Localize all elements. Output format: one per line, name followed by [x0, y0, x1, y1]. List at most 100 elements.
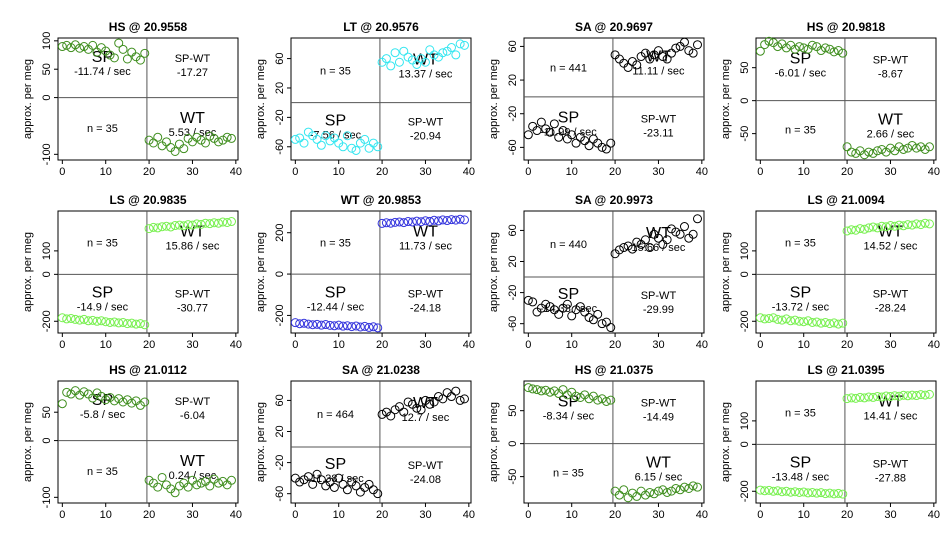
- data-point: [890, 391, 900, 401]
- data-point: [601, 317, 611, 327]
- data-point: [347, 322, 357, 332]
- data-point: [325, 320, 335, 330]
- data-point: [881, 391, 891, 401]
- data-point: [351, 481, 361, 491]
- data-point: [755, 313, 765, 323]
- y-tick-label: -200: [41, 310, 53, 332]
- x-tick-label: 30: [652, 339, 664, 351]
- data-point: [684, 483, 694, 493]
- plot-frame: [57, 380, 239, 504]
- x-tick-label: 0: [757, 509, 763, 521]
- y-axis-label: approx. per meg: [22, 402, 34, 482]
- data-point: [403, 217, 413, 227]
- data-point: [820, 317, 830, 327]
- x-tick-label: 0: [292, 339, 298, 351]
- data-point: [420, 216, 430, 226]
- sp-label: SP: [325, 456, 346, 473]
- data-point: [773, 486, 783, 496]
- wt-label: WT: [646, 454, 671, 471]
- data-point: [308, 479, 318, 489]
- data-point: [640, 490, 650, 500]
- data-point: [777, 487, 787, 497]
- data-point: [127, 47, 137, 57]
- data-point: [351, 145, 361, 155]
- data-point: [868, 392, 878, 402]
- data-point: [394, 217, 404, 227]
- data-point: [649, 489, 659, 499]
- y-tick-label: 20: [274, 82, 286, 94]
- data-point: [455, 214, 465, 224]
- spwt-value: -30.77: [177, 303, 208, 315]
- data-point: [554, 132, 564, 142]
- panel-title: LS @ 20.9835: [109, 193, 186, 207]
- data-point: [898, 221, 908, 231]
- plot-frame: [290, 380, 472, 504]
- data-point: [127, 398, 137, 408]
- data-point: [433, 392, 443, 402]
- data-point: [846, 225, 856, 235]
- x-tick-label: 10: [798, 509, 810, 521]
- y-tick-label: 20: [507, 74, 519, 86]
- data-point: [838, 48, 848, 58]
- x-tick-label: 0: [525, 509, 531, 521]
- data-point: [196, 478, 206, 488]
- y-tick-label: 60: [507, 40, 519, 52]
- data-point: [399, 218, 409, 228]
- data-point: [425, 399, 435, 409]
- y-axis-label: approx. per meg: [488, 59, 500, 139]
- data-point: [127, 318, 137, 328]
- y-tick-label: 60: [507, 224, 519, 236]
- data-point: [364, 143, 374, 153]
- data-point: [57, 313, 67, 323]
- data-point: [640, 48, 650, 58]
- data-point: [377, 409, 387, 419]
- data-point: [347, 143, 357, 153]
- x-tick-label: 0: [292, 166, 298, 178]
- x-tick-label: 30: [186, 166, 198, 178]
- sp-label: SP: [92, 49, 113, 66]
- sp-label: SP: [325, 112, 346, 129]
- data-point: [62, 387, 72, 397]
- data-point: [88, 315, 98, 325]
- data-point: [438, 215, 448, 225]
- data-point: [523, 295, 533, 305]
- y-tick-label: 0: [41, 438, 53, 444]
- n-label: n = 35: [320, 238, 351, 250]
- data-point: [627, 244, 637, 254]
- x-tick-label: 30: [652, 166, 664, 178]
- data-point: [213, 478, 223, 488]
- data-point: [532, 385, 542, 395]
- data-point: [549, 119, 559, 129]
- wt-rate: 14.41 / sec: [864, 411, 918, 423]
- data-point: [355, 322, 365, 332]
- data-point: [118, 317, 128, 327]
- sp-label: SP: [558, 393, 579, 410]
- plot-frame: [290, 37, 472, 161]
- data-point: [558, 126, 568, 136]
- x-tick-label: 10: [333, 166, 345, 178]
- data-point: [455, 395, 465, 405]
- data-point: [429, 215, 439, 225]
- data-point: [446, 392, 456, 402]
- data-point: [799, 43, 809, 53]
- data-point: [820, 43, 830, 53]
- sp-rate: -12.44 / sec: [307, 302, 365, 314]
- data-point: [412, 403, 422, 413]
- data-point: [829, 318, 839, 328]
- spwt-value: -29.99: [643, 304, 674, 316]
- x-tick-label: 0: [59, 166, 65, 178]
- x-tick-label: 30: [884, 166, 896, 178]
- plot-frame: [523, 380, 705, 504]
- x-tick-label: 20: [376, 166, 388, 178]
- data-point: [179, 144, 189, 154]
- data-point: [75, 43, 85, 53]
- data-point: [79, 314, 89, 324]
- spwt-value: -24.18: [410, 303, 441, 315]
- data-point: [373, 323, 383, 333]
- y-tick-label: 60: [274, 394, 286, 406]
- data-point: [79, 387, 89, 397]
- data-point: [148, 138, 158, 148]
- n-label: n = 464: [317, 409, 354, 421]
- data-point: [924, 389, 934, 399]
- data-point: [623, 493, 633, 503]
